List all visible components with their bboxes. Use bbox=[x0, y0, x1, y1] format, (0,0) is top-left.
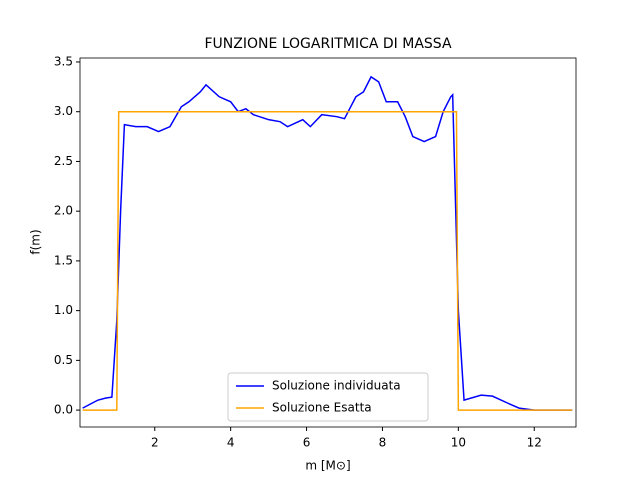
x-tick-label: 12 bbox=[527, 436, 542, 450]
y-tick-label: 2.5 bbox=[54, 154, 73, 168]
series-line bbox=[82, 110, 573, 411]
x-tick-label: 2 bbox=[151, 436, 159, 450]
x-tick-label: 6 bbox=[303, 436, 311, 450]
legend-label: Soluzione Esatta bbox=[272, 401, 372, 415]
y-axis-label: f(m) bbox=[29, 229, 43, 254]
x-tick-label: 8 bbox=[379, 436, 387, 450]
y-tick-label: 1.5 bbox=[54, 253, 73, 267]
y-tick-label: 3.0 bbox=[54, 104, 73, 118]
x-tick-label: 4 bbox=[227, 436, 235, 450]
y-tick-label: 1.0 bbox=[54, 303, 73, 317]
series-line bbox=[82, 75, 573, 411]
x-axis-label: m [M⊙] bbox=[305, 459, 350, 473]
y-tick-label: 0.5 bbox=[54, 353, 73, 367]
y-tick-label: 2.0 bbox=[54, 204, 73, 218]
legend-box bbox=[227, 372, 429, 422]
y-tick-label: 0.0 bbox=[54, 403, 73, 417]
plot-frame bbox=[79, 57, 577, 428]
y-tick-label: 3.5 bbox=[54, 54, 73, 68]
chart-title: FUNZIONE LOGARITMICA DI MASSA bbox=[204, 36, 451, 52]
x-tick-label: 10 bbox=[451, 436, 466, 450]
legend-label: Soluzione individuata bbox=[272, 379, 401, 393]
